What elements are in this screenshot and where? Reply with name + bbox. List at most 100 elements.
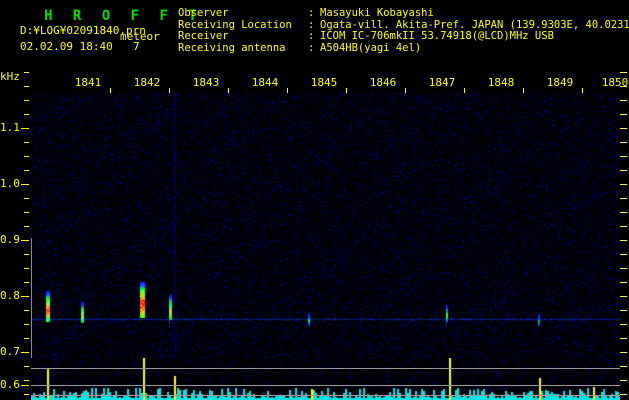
y-axis-minor-tick xyxy=(24,226,29,227)
y-axis-minor-tick xyxy=(24,338,29,339)
y-axis-tick-right xyxy=(620,86,627,87)
info-row-observer: Observer : Masayuki Kobayashi xyxy=(178,7,629,20)
spectrogram-canvas[interactable] xyxy=(31,93,620,358)
x-axis-label: 1847 xyxy=(428,76,456,89)
y-axis-tick-right xyxy=(620,226,627,227)
y-axis-minor-tick xyxy=(24,114,29,115)
strip-chart-canvas[interactable] xyxy=(31,358,620,400)
station-info-block: Observer : Masayuki Kobayashi Receiving … xyxy=(178,7,629,55)
x-axis-tick xyxy=(523,88,524,93)
y-axis-tick-right xyxy=(620,268,627,269)
info-key: Receiver xyxy=(178,30,229,42)
y-axis-tick xyxy=(21,296,29,297)
x-axis-label: 1841 xyxy=(74,76,102,89)
y-axis-label: 0.9 xyxy=(0,233,20,246)
y-axis-tick-right xyxy=(620,366,627,367)
y-axis-tick-right xyxy=(620,352,627,353)
y-axis-tick xyxy=(21,184,29,185)
info-row-receiving-antenna: Receiving antenna : A504HB(yagi 4el) xyxy=(178,41,629,55)
log-file-path: D:¥LOG¥02091840.prn xyxy=(20,24,146,37)
y-axis-minor-tick xyxy=(24,310,29,311)
y-axis-tick-right xyxy=(620,156,627,157)
strip-reference-line xyxy=(31,385,620,386)
x-axis-label: 1845 xyxy=(310,76,338,89)
y-axis-tick-right xyxy=(620,380,627,381)
y-axis-minor-tick xyxy=(24,100,29,101)
x-axis-label: 1844 xyxy=(251,76,279,89)
y-axis-tick-right xyxy=(620,198,627,199)
plot-left-border xyxy=(31,238,32,358)
x-axis-tick xyxy=(110,88,111,93)
y-axis-tick-right xyxy=(620,170,627,171)
y-axis-label: 0.8 xyxy=(0,289,20,302)
info-key: Receiving Location xyxy=(178,18,292,31)
y-axis-label: 0.6 xyxy=(0,378,20,391)
y-axis-minor-tick xyxy=(24,380,29,381)
y-axis-label: 1.0 xyxy=(0,177,20,190)
y-axis-minor-tick xyxy=(24,282,29,283)
y-axis-tick-right xyxy=(620,100,627,101)
x-axis-label: 1848 xyxy=(487,76,515,89)
y-axis-tick-right xyxy=(620,212,627,213)
y-axis-minor-tick xyxy=(24,212,29,213)
y-axis-tick-right xyxy=(620,184,627,185)
y-axis-minor-tick xyxy=(24,394,29,395)
y-axis-minor-tick xyxy=(24,268,29,269)
x-axis-tick xyxy=(346,88,347,93)
strip-reference-line xyxy=(31,368,620,369)
x-axis-label: 1846 xyxy=(369,76,397,89)
x-axis-label: 1849 xyxy=(546,76,574,89)
y-axis-tick-right xyxy=(620,282,627,283)
y-axis-tick-right xyxy=(620,310,627,311)
info-value: ICOM IC-706mkII 53.74918(@LCD)MHz USB xyxy=(320,30,554,42)
y-axis-label: 0.7 xyxy=(0,345,20,358)
app-logo: H R O F F T xyxy=(44,8,203,24)
observation-datetime: 02.02.09 18:40 xyxy=(20,40,113,53)
y-axis-tick-right xyxy=(620,128,627,129)
info-key: Observer xyxy=(178,7,229,19)
observation-mode-label: meteor xyxy=(120,30,160,43)
amplitude-strip-chart[interactable] xyxy=(31,358,620,400)
y-axis-minor-tick xyxy=(24,156,29,157)
info-separator: : xyxy=(308,41,315,54)
info-value: Masayuki Kobayashi xyxy=(320,7,434,19)
info-separator: : xyxy=(308,18,315,31)
header-panel: H R O F F T D:¥LOG¥02091840.prn meteor 0… xyxy=(0,0,629,66)
strip-reference-line xyxy=(31,395,620,396)
x-axis-tick xyxy=(464,88,465,93)
info-value: Ogata-vill. Akita-Pref. JAPAN (139.9303E… xyxy=(320,18,629,31)
y-axis-tick-right xyxy=(620,72,627,73)
x-axis-label: 1842 xyxy=(133,76,161,89)
x-axis-tick xyxy=(582,88,583,93)
info-row-receiver: Receiver : ICOM IC-706mkII 53.74918(@LCD… xyxy=(178,30,629,43)
y-axis-tick-right xyxy=(620,324,627,325)
y-axis-minor-tick xyxy=(24,366,29,367)
y-axis-minor-tick xyxy=(24,198,29,199)
y-axis-unit-label: kHz xyxy=(0,70,20,83)
spectrogram-plot[interactable] xyxy=(31,93,620,358)
y-axis-tick xyxy=(21,385,29,386)
info-value: A504HB(yagi 4el) xyxy=(320,41,422,54)
y-axis-tick-right xyxy=(620,240,627,241)
info-row-receiving-location: Receiving Location : Ogata-vill. Akita-P… xyxy=(178,18,629,32)
y-axis-tick xyxy=(21,240,29,241)
y-axis-label: 1.1 xyxy=(0,121,20,134)
y-axis-tick-right xyxy=(620,296,627,297)
y-axis-tick xyxy=(21,128,29,129)
x-axis-label: 1843 xyxy=(192,76,220,89)
y-axis-tick xyxy=(21,352,29,353)
y-axis-minor-tick xyxy=(24,324,29,325)
info-separator: : xyxy=(308,7,315,19)
y-axis-tick-right xyxy=(620,142,627,143)
y-axis-tick-right xyxy=(620,114,627,115)
echo-count: 7 xyxy=(133,40,140,53)
y-axis-tick-right xyxy=(620,338,627,339)
y-axis-tick-right xyxy=(620,394,627,395)
x-axis-tick xyxy=(405,88,406,93)
y-axis-minor-tick xyxy=(24,72,29,73)
y-axis-minor-tick xyxy=(24,86,29,87)
x-axis-label: 1850 xyxy=(601,76,629,89)
x-axis-tick xyxy=(287,88,288,93)
y-axis-minor-tick xyxy=(24,254,29,255)
